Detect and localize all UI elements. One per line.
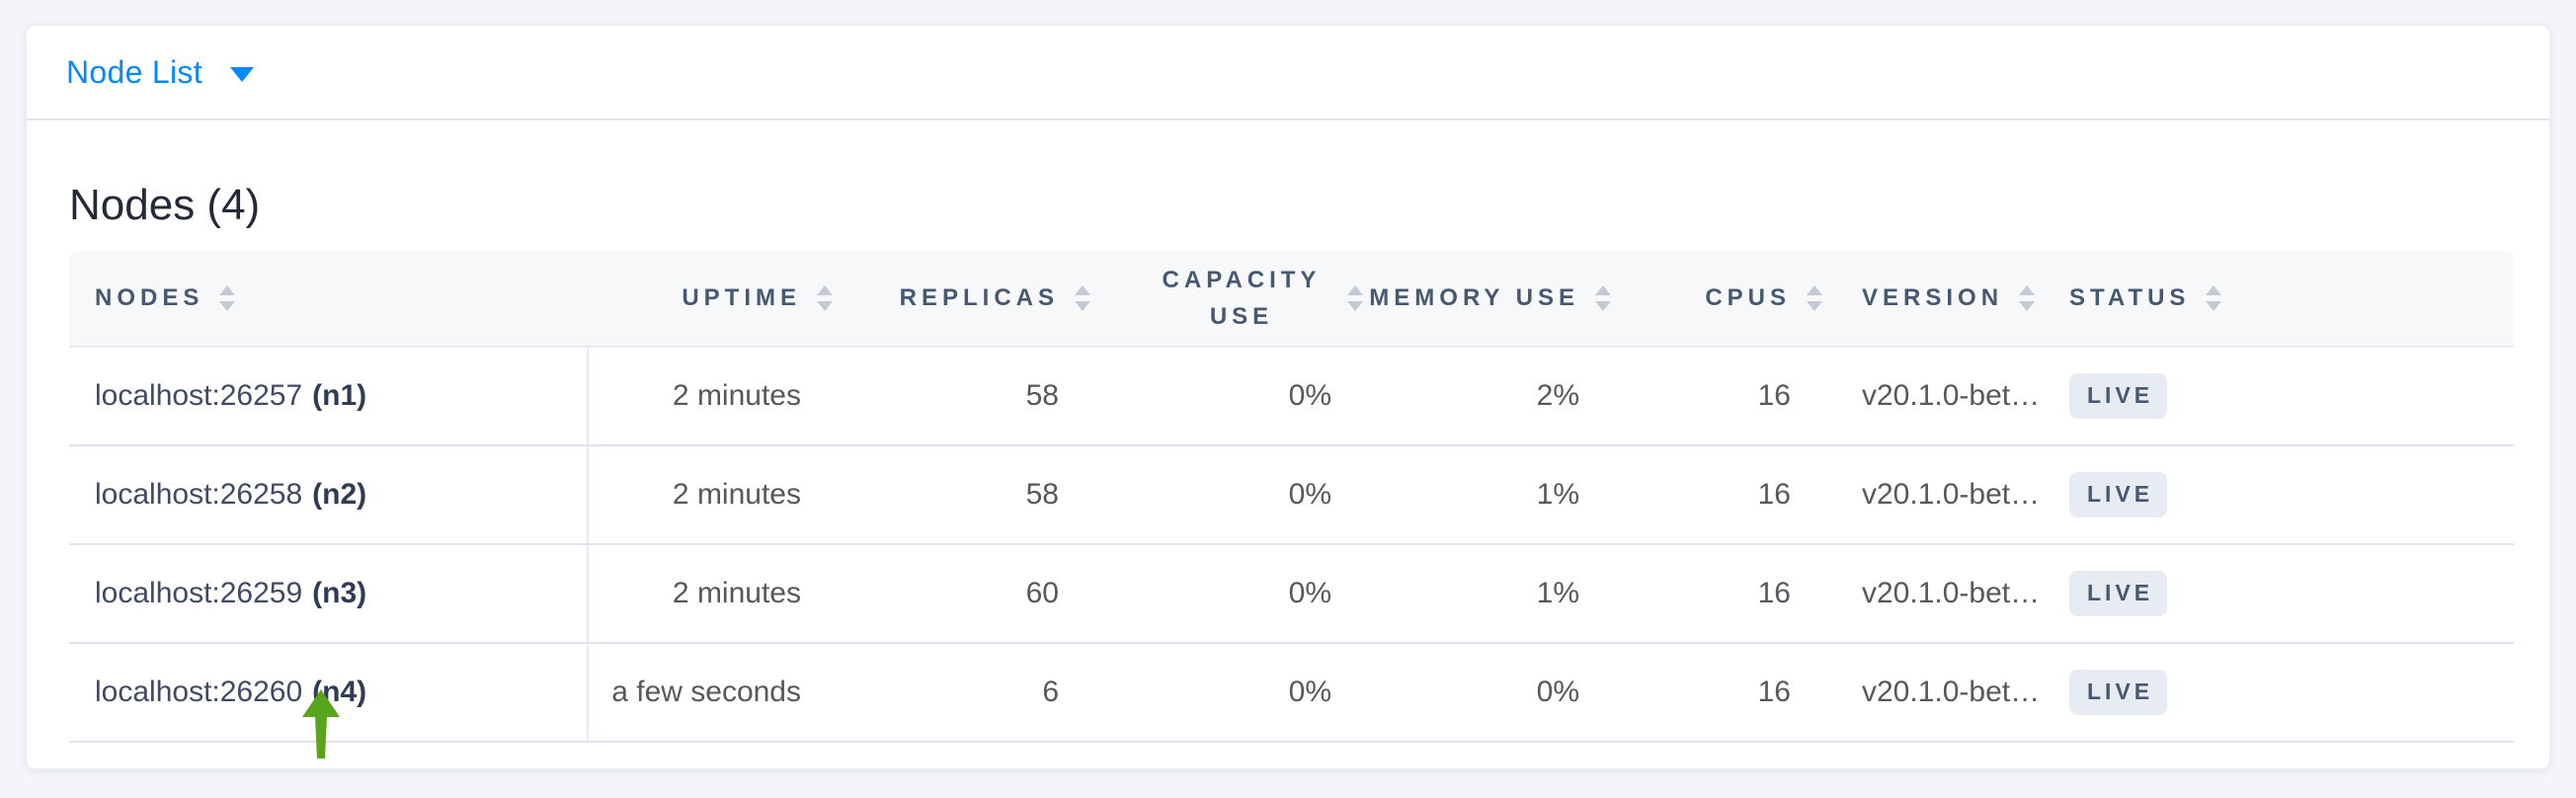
table-row: localhost:26258 (n2) 2 minutes 58 0% 1% 1… — [69, 445, 2514, 545]
sort-icon[interactable] — [219, 285, 236, 311]
cpus-cell: 16 — [1641, 643, 1852, 743]
table-row: localhost:26259 (n3) 2 minutes 60 0% 1% 1… — [69, 544, 2514, 644]
sort-icon[interactable] — [1595, 285, 1611, 311]
sort-down-icon — [1807, 301, 1822, 311]
column-label-nodes: NODES — [95, 284, 204, 311]
status-badge: LIVE — [2069, 472, 2168, 518]
replicas-cell: 6 — [862, 643, 1120, 743]
node-address-cell[interactable]: localhost:26259 (n3) — [69, 544, 589, 644]
memory-use-cell: 1% — [1393, 544, 1641, 644]
uptime-cell: 2 minutes — [588, 445, 862, 545]
cpus-cell: 16 — [1641, 544, 1852, 644]
column-header-capacity-use[interactable]: CAPACITY USE — [1120, 251, 1393, 348]
nodes-table: NODES UPTIME REPLICAS — [69, 251, 2514, 743]
column-label-cpus: CPUS — [1705, 284, 1791, 311]
node-address-cell[interactable]: localhost:26257 (n1) — [69, 347, 589, 446]
sort-down-icon — [2206, 301, 2222, 311]
capacity-use-cell: 0% — [1120, 544, 1393, 644]
sort-down-icon — [2019, 301, 2036, 311]
status-cell: LIVE — [2059, 643, 2514, 743]
table-row: localhost:26260 (n4) a few seconds 6 0% 0… — [69, 643, 2514, 743]
node-id: (n1) — [312, 379, 367, 412]
console-panel: Node List Nodes (4) NODES — [25, 24, 2551, 770]
sort-up-icon — [1595, 285, 1611, 295]
status-cell: LIVE — [2059, 544, 2514, 644]
sort-up-icon — [1075, 285, 1090, 295]
node-address-cell[interactable]: localhost:26260 (n4) — [69, 643, 589, 743]
sort-icon[interactable] — [1807, 285, 1822, 311]
node-id: (n2) — [312, 478, 367, 511]
column-header-nodes[interactable]: NODES — [69, 251, 588, 348]
status-badge: LIVE — [2069, 571, 2168, 616]
version-cell: v20.1.0-bet… — [1852, 445, 2059, 545]
replicas-cell: 60 — [862, 544, 1120, 644]
node-address: localhost:26258 — [95, 478, 303, 511]
sort-down-icon — [1075, 301, 1090, 311]
column-label-status: STATUS — [2069, 284, 2191, 311]
arrow-up-shape — [302, 689, 340, 758]
node-list-dropdown[interactable]: Node List — [66, 54, 254, 91]
capacity-use-cell: 0% — [1120, 347, 1393, 446]
memory-use-cell: 2% — [1393, 347, 1641, 446]
column-label-version: VERSION — [1862, 284, 2004, 311]
sort-up-icon — [1807, 285, 1822, 295]
column-label-replicas: REPLICAS — [899, 284, 1059, 311]
column-label-capacity-use: CAPACITY USE — [1162, 266, 1322, 330]
table-header-row: NODES UPTIME REPLICAS — [69, 251, 2514, 348]
sort-down-icon — [219, 301, 236, 311]
table-row: localhost:26257 (n1) 2 minutes 58 0% 2% 1… — [69, 347, 2514, 446]
column-header-status[interactable]: STATUS — [2059, 251, 2514, 348]
cpus-cell: 16 — [1641, 347, 1852, 446]
view-selector-bar: Node List — [27, 26, 2549, 120]
node-address: localhost:26259 — [95, 577, 303, 609]
replicas-cell: 58 — [862, 445, 1120, 545]
memory-use-cell: 0% — [1393, 643, 1641, 743]
sort-down-icon — [1595, 301, 1611, 311]
sort-up-icon — [817, 285, 833, 295]
column-label-memory-use: MEMORY USE — [1369, 284, 1579, 311]
version-cell: v20.1.0-bet… — [1852, 347, 2059, 446]
uptime-cell: 2 minutes — [588, 544, 862, 644]
replicas-cell: 58 — [862, 347, 1120, 446]
version-cell: v20.1.0-bet… — [1852, 544, 2059, 644]
sort-up-icon — [1347, 285, 1363, 295]
nodes-section: Nodes (4) NODES UPTIME — [27, 120, 2549, 743]
column-header-version[interactable]: VERSION — [1852, 251, 2059, 348]
sort-icon[interactable] — [1075, 285, 1090, 311]
sort-up-icon — [2206, 285, 2222, 295]
status-cell: LIVE — [2059, 347, 2514, 446]
column-header-replicas[interactable]: REPLICAS — [862, 251, 1120, 348]
status-cell: LIVE — [2059, 445, 2514, 545]
sort-down-icon — [817, 301, 833, 311]
sort-down-icon — [1347, 301, 1363, 311]
column-header-cpus[interactable]: CPUS — [1641, 251, 1852, 348]
status-badge: LIVE — [2069, 373, 2168, 419]
chevron-down-icon — [229, 66, 254, 82]
column-header-uptime[interactable]: UPTIME — [588, 251, 862, 348]
sort-icon[interactable] — [817, 285, 833, 311]
sort-icon[interactable] — [2206, 285, 2222, 311]
sort-up-icon — [2019, 285, 2036, 295]
sort-icon[interactable] — [1347, 285, 1363, 311]
cpus-cell: 16 — [1641, 445, 1852, 545]
node-address-cell[interactable]: localhost:26258 (n2) — [69, 445, 589, 545]
status-badge: LIVE — [2069, 670, 2168, 715]
capacity-use-cell: 0% — [1120, 643, 1393, 743]
uptime-cell: 2 minutes — [588, 347, 862, 446]
version-cell: v20.1.0-bet… — [1852, 643, 2059, 743]
uptime-cell: a few seconds — [588, 643, 862, 743]
node-address: localhost:26257 — [95, 379, 303, 412]
node-id: (n3) — [312, 577, 367, 609]
node-address: localhost:26260 — [95, 676, 303, 708]
column-header-memory-use[interactable]: MEMORY USE — [1369, 251, 1641, 348]
sort-up-icon — [219, 285, 236, 295]
memory-use-cell: 1% — [1393, 445, 1641, 545]
sort-icon[interactable] — [2019, 285, 2036, 311]
node-list-dropdown-label: Node List — [66, 53, 202, 90]
column-label-uptime: UPTIME — [682, 284, 801, 311]
arrow-up-icon — [302, 689, 340, 758]
page-title: Nodes (4) — [69, 181, 261, 229]
capacity-use-cell: 0% — [1120, 445, 1393, 545]
